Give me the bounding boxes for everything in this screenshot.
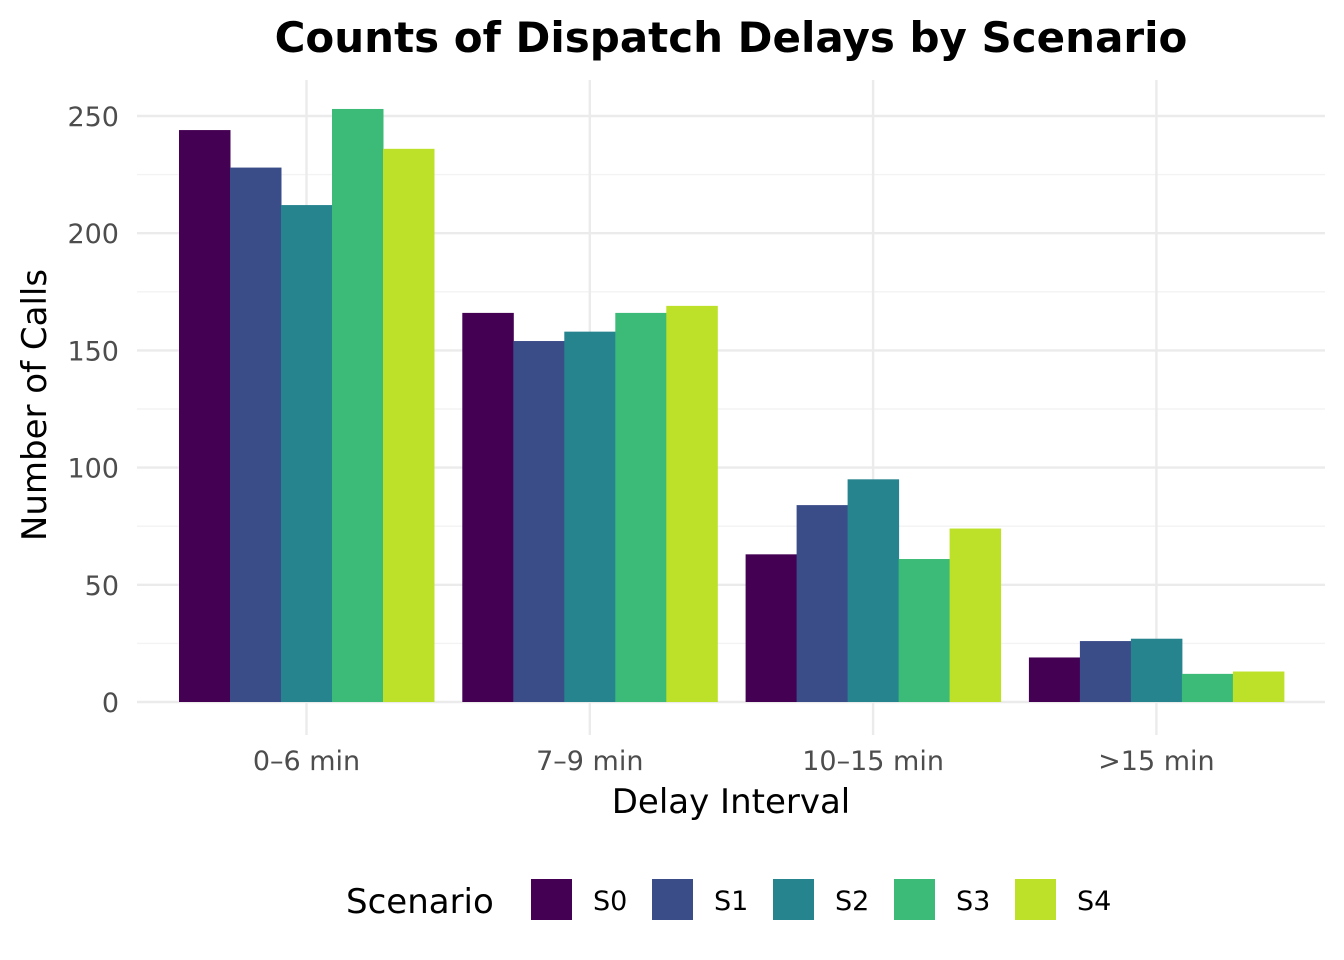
bar — [847, 479, 900, 702]
x-axis-title: Delay Interval — [612, 782, 851, 822]
bars — [179, 108, 1285, 703]
y-tick-label: 150 — [67, 336, 119, 367]
bar — [1079, 641, 1132, 702]
y-axis-ticks: 0 50 100 150 200 250 — [67, 102, 119, 719]
legend-key — [531, 879, 572, 920]
bar — [332, 108, 384, 702]
bar — [898, 559, 951, 702]
y-axis-title: Number of Calls — [15, 269, 55, 541]
bar — [1028, 657, 1081, 702]
bar — [383, 148, 435, 703]
x-axis-ticks: 0–6 min 7–9 min 10–15 min >15 min — [253, 746, 1215, 777]
bar — [281, 205, 333, 702]
x-tick-label: >15 min — [1098, 746, 1214, 777]
legend-key — [1015, 879, 1056, 920]
legend-key — [773, 879, 814, 920]
chart-title: Counts of Dispatch Delays by Scenario — [275, 13, 1188, 62]
bar — [1130, 638, 1183, 702]
legend-key — [652, 879, 693, 920]
legend-label: S1 — [714, 886, 748, 917]
x-tick-label: 7–9 min — [536, 746, 643, 777]
bar — [949, 528, 1002, 702]
x-tick-label: 0–6 min — [253, 746, 360, 777]
bar — [230, 167, 282, 702]
x-tick-label: 10–15 min — [802, 746, 944, 777]
bar — [666, 305, 718, 702]
legend: Scenario S0 S1 S2 S3 S4 — [346, 879, 1111, 922]
y-tick-label: 100 — [67, 454, 119, 485]
legend-title: Scenario — [346, 882, 494, 922]
legend-label: S3 — [956, 886, 990, 917]
bar — [462, 312, 514, 702]
bar — [179, 130, 231, 703]
y-tick-label: 250 — [67, 102, 119, 133]
bar — [1232, 671, 1285, 702]
y-tick-label: 50 — [85, 571, 119, 602]
legend-label: S4 — [1077, 886, 1111, 917]
bar — [796, 505, 849, 702]
y-tick-label: 200 — [67, 219, 119, 250]
legend-label: S2 — [835, 886, 869, 917]
legend-key — [894, 879, 935, 920]
bar — [1181, 673, 1234, 702]
bar — [513, 341, 565, 702]
y-tick-label: 0 — [102, 688, 119, 719]
bar — [615, 312, 667, 702]
legend-label: S0 — [593, 886, 627, 917]
bar — [564, 331, 616, 702]
bar — [745, 554, 798, 702]
